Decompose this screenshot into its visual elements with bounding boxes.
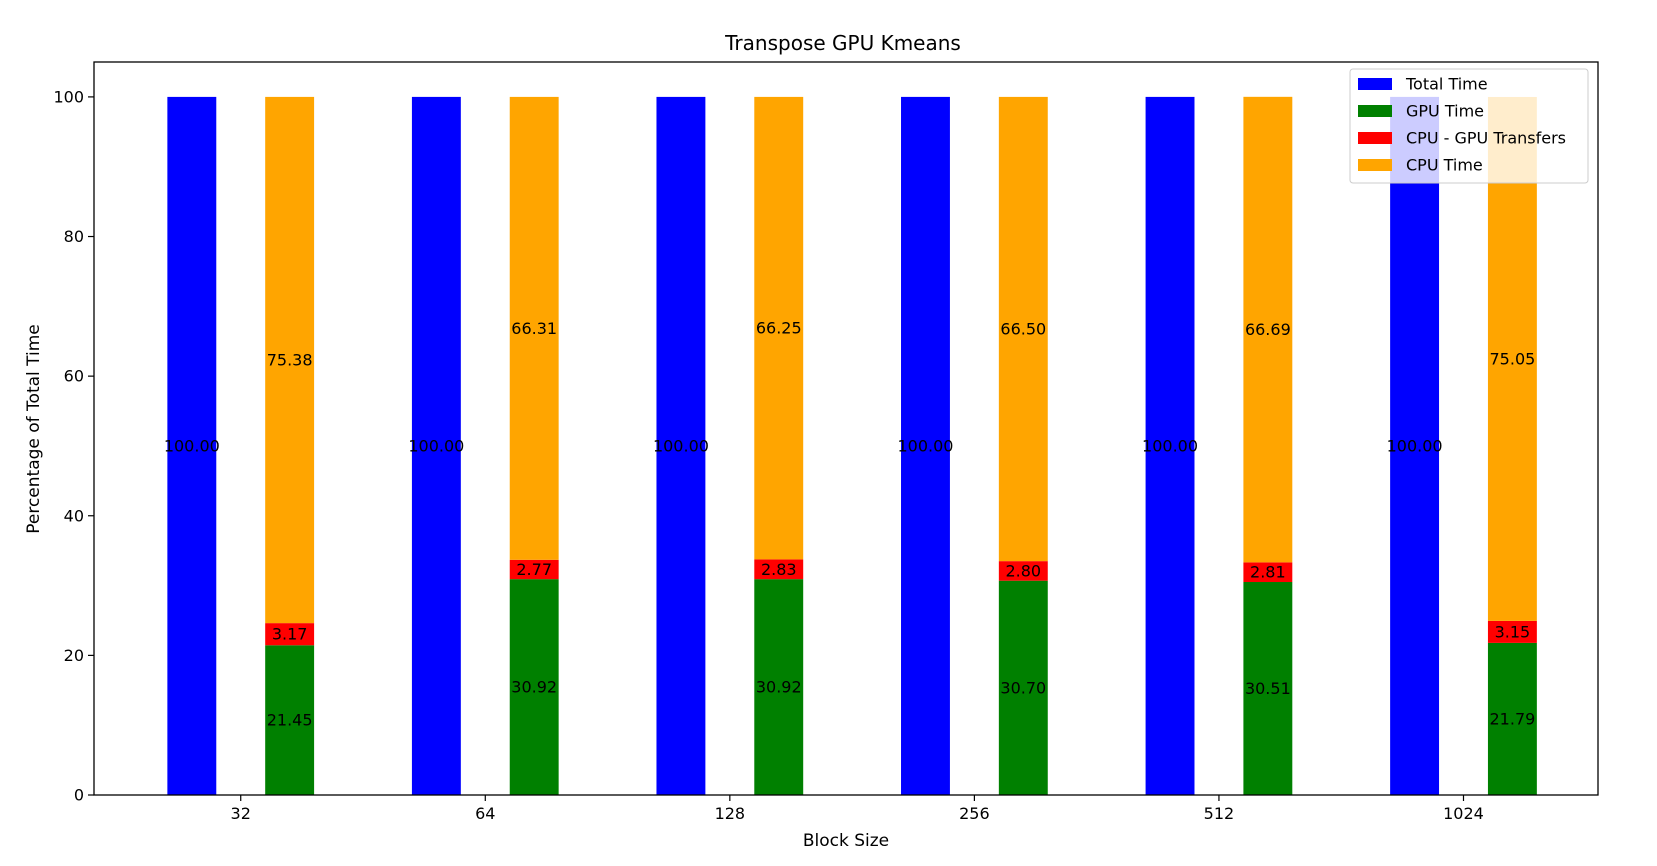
- legend-swatch: [1358, 105, 1392, 117]
- bar-total-time-128: [656, 96, 706, 795]
- bar-total-time-64: [411, 96, 461, 795]
- bar-cpu-time-256: [998, 96, 1048, 562]
- y-axis: 0 20 40 60 80 100: [53, 87, 94, 805]
- data-label: 100.00: [408, 436, 464, 455]
- x-tick-label: 32: [231, 804, 251, 823]
- data-label: 2.80: [1005, 561, 1041, 580]
- bar-cpu-time-32: [265, 96, 315, 624]
- bar-gpu-time-32: [265, 645, 315, 795]
- x-axis: 32 64 128 256 512 1024: [231, 795, 1484, 823]
- data-label: 66.69: [1245, 320, 1291, 339]
- x-tick-label: 128: [715, 804, 746, 823]
- data-label: 2.83: [761, 560, 797, 579]
- legend-label: CPU Time: [1406, 156, 1483, 175]
- y-tick-label: 100: [53, 87, 84, 106]
- bar-cpu-gpu-transfers-128: [754, 559, 804, 580]
- data-label: 21.79: [1490, 709, 1536, 728]
- legend-label: CPU - GPU Transfers: [1406, 129, 1566, 148]
- bar-gpu-time-1024: [1487, 642, 1537, 795]
- legend: Total Time GPU Time CPU - GPU Transfers CPU…: [1349, 68, 1589, 184]
- data-label: 3.15: [1495, 622, 1531, 641]
- data-label: 2.81: [1250, 563, 1286, 582]
- y-tick-label: 0: [74, 786, 84, 805]
- x-tick-label: 64: [475, 804, 495, 823]
- legend-swatch: [1358, 78, 1392, 90]
- data-label: 21.45: [267, 711, 313, 730]
- data-label: 100.00: [1142, 436, 1198, 455]
- x-axis-label: Block Size: [803, 831, 889, 851]
- data-label: 75.38: [267, 351, 313, 370]
- bar-gpu-time-128: [754, 579, 804, 795]
- data-label: 66.25: [756, 319, 802, 338]
- bar-total-time-1024: [1390, 96, 1440, 795]
- y-tick-label: 60: [64, 367, 84, 386]
- plot-area: 100.00 100.00 100.00 100.00 100.00 100.00 21.4…: [164, 96, 1537, 795]
- bar-gpu-time-512: [1243, 582, 1293, 795]
- data-label: 75.05: [1490, 349, 1536, 368]
- data-label: 3.17: [272, 625, 308, 644]
- bar-cpu-gpu-transfers-256: [998, 561, 1048, 581]
- bar-cpu-time-512: [1243, 96, 1293, 563]
- data-label: 30.92: [756, 678, 802, 697]
- bar-total-time-512: [1145, 96, 1195, 795]
- bar-gpu-time-64: [509, 579, 559, 795]
- bar-gpu-time-256: [998, 580, 1048, 795]
- bar-cpu-gpu-transfers-1024: [1487, 620, 1537, 643]
- bar-cpu-time-64: [509, 96, 559, 560]
- x-tick-label: 256: [959, 804, 990, 823]
- y-tick-label: 40: [64, 506, 84, 525]
- bar-total-time-256: [901, 96, 950, 795]
- chart-title: Transpose GPU Kmeans: [724, 31, 961, 55]
- legend-label: GPU Time: [1406, 102, 1484, 121]
- bar-cpu-gpu-transfers-512: [1243, 562, 1293, 583]
- legend-swatch: [1358, 159, 1392, 171]
- data-label: 100.00: [653, 436, 709, 455]
- data-label: 100.00: [1387, 436, 1443, 455]
- data-label: 100.00: [164, 436, 220, 455]
- data-label: 30.51: [1245, 679, 1291, 698]
- data-label: 30.92: [511, 678, 557, 697]
- y-tick-label: 80: [64, 227, 84, 246]
- data-label: 2.77: [516, 560, 552, 579]
- legend-label: Total Time: [1405, 75, 1488, 94]
- data-label: 100.00: [897, 436, 953, 455]
- bar-cpu-time-1024: [1487, 96, 1537, 621]
- bar-cpu-gpu-transfers-32: [265, 623, 315, 646]
- x-tick-label: 1024: [1443, 804, 1484, 823]
- y-tick-label: 20: [64, 646, 84, 665]
- legend-swatch: [1358, 132, 1392, 144]
- bar-cpu-gpu-transfers-64: [509, 559, 559, 580]
- data-label: 66.31: [511, 319, 557, 338]
- axes-frame: [93, 61, 1599, 796]
- legend-box: [1349, 68, 1589, 184]
- bar-cpu-time-128: [754, 96, 804, 560]
- x-tick-label: 512: [1204, 804, 1235, 823]
- bar-total-time-32: [167, 96, 217, 795]
- data-label: 66.50: [1000, 320, 1046, 339]
- data-label: 30.70: [1000, 678, 1046, 697]
- y-axis-label: Percentage of Total Time: [24, 324, 44, 534]
